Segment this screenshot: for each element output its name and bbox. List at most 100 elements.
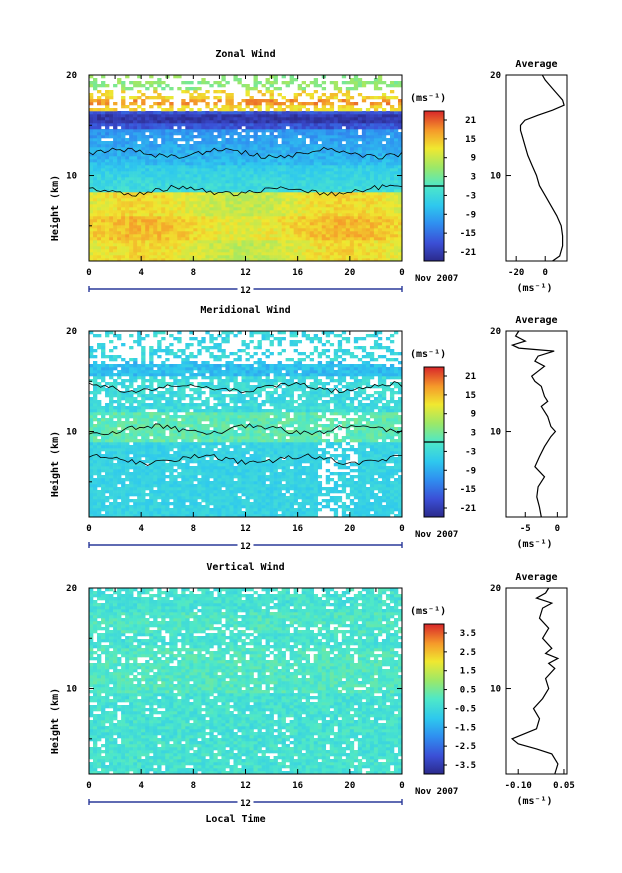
heatmap-cell — [281, 255, 286, 259]
heatmap-cell — [197, 204, 202, 208]
heatmap-cell — [173, 147, 178, 151]
heatmap-cell — [213, 114, 218, 118]
heatmap-cell — [361, 126, 367, 130]
heatmap-cell — [213, 183, 218, 187]
heatmap-cell — [313, 159, 319, 163]
heatmap-cell — [225, 258, 230, 262]
heatmap-cell — [285, 186, 290, 190]
heatmap-cell — [305, 150, 310, 154]
heatmap-cell — [177, 147, 182, 151]
heatmap-cell — [253, 508, 258, 512]
heatmap-cell — [269, 246, 274, 250]
heatmap-cell — [273, 75, 278, 79]
heatmap-cell — [333, 111, 339, 115]
heatmap-cell — [345, 93, 351, 97]
heatmap-cell — [393, 96, 399, 100]
heatmap-cell — [285, 201, 290, 205]
heatmap-cell — [285, 189, 290, 193]
heatmap-cell — [353, 240, 359, 244]
heatmap-cell — [361, 189, 367, 193]
heatmap-cell — [237, 102, 242, 106]
heatmap-cell — [121, 114, 126, 118]
heatmap-cell — [293, 135, 298, 139]
heatmap-cell — [369, 171, 375, 175]
heatmap-cell — [261, 147, 266, 151]
heatmap-cell — [257, 123, 262, 127]
heatmap-cell — [269, 138, 274, 142]
heatmap-cell — [269, 117, 274, 121]
heatmap-cell — [89, 219, 94, 223]
heatmap-cell — [393, 490, 399, 494]
heatmap-cell — [241, 189, 246, 193]
heatmap-cell — [385, 126, 391, 130]
heatmap-cell — [229, 150, 234, 154]
heatmap-cell — [397, 213, 403, 217]
heatmap-cell — [209, 252, 214, 256]
heatmap-cell — [153, 135, 158, 139]
heatmap-cell — [97, 499, 102, 503]
heatmap-cell — [293, 144, 298, 148]
heatmap-cell — [225, 144, 230, 148]
heatmap-cell — [129, 135, 134, 139]
heatmap-cell — [245, 153, 250, 157]
heatmap-cell — [313, 222, 319, 226]
heatmap-cell — [213, 147, 218, 151]
heatmap-cell — [89, 96, 94, 100]
heatmap-cell — [193, 168, 198, 172]
heatmap-cell — [277, 234, 282, 238]
heatmap-cell — [293, 210, 298, 214]
heatmap-cell — [129, 511, 134, 515]
heatmap-cell — [297, 180, 302, 184]
heatmap-cell — [317, 201, 323, 205]
heatmap-cell — [173, 502, 178, 506]
heatmap-cell — [221, 225, 226, 229]
heatmap-cell — [293, 252, 298, 256]
heatmap-cell — [153, 183, 158, 187]
heatmap-cell — [249, 162, 254, 166]
heatmap-cell — [185, 120, 190, 124]
heatmap-cell — [137, 490, 142, 494]
heatmap-cell — [113, 231, 118, 235]
heatmap-cell — [293, 138, 298, 142]
heatmap-cell — [257, 234, 262, 238]
heatmap-cell — [221, 129, 226, 133]
heatmap-cell — [385, 511, 391, 515]
heatmap-cell — [97, 138, 102, 142]
heatmap-cell — [353, 195, 359, 199]
heatmap-cell — [97, 511, 102, 515]
heatmap-cell — [165, 201, 170, 205]
heatmap-cell — [261, 505, 266, 509]
heatmap-cell — [93, 156, 98, 160]
heatmap-cell — [161, 499, 166, 503]
heatmap-cell — [377, 514, 383, 518]
average-x-tick-label: -20 — [508, 268, 524, 278]
heatmap-cell — [161, 237, 166, 241]
heatmap-cell — [161, 231, 166, 235]
heatmap-cell — [97, 177, 102, 181]
heatmap-cell — [305, 159, 310, 163]
heatmap-cell — [137, 75, 142, 79]
heatmap-cell — [189, 138, 194, 142]
heatmap-cell — [93, 514, 98, 518]
heatmap-cell — [117, 150, 122, 154]
heatmap-cell — [217, 201, 222, 205]
heatmap-cell — [173, 198, 178, 202]
heatmap-cell — [173, 258, 178, 262]
heatmap-cell — [297, 192, 302, 196]
heatmap-cell — [293, 198, 298, 202]
heatmap-cell — [177, 243, 182, 247]
heatmap-cell — [189, 207, 194, 211]
heatmap-cell — [161, 135, 166, 139]
heatmap-cell — [393, 225, 399, 229]
heatmap-cell — [333, 204, 339, 208]
heatmap-cell — [225, 234, 230, 238]
heatmap-cell — [205, 186, 210, 190]
heatmap-cell — [349, 511, 355, 515]
heatmap-cell — [105, 219, 110, 223]
heatmap-cell — [169, 207, 174, 211]
heatmap-cell — [253, 114, 258, 118]
heatmap-cell — [249, 123, 254, 127]
heatmap-cell — [277, 216, 282, 220]
heatmap-cell — [357, 225, 363, 229]
heatmap-cell — [217, 111, 222, 115]
